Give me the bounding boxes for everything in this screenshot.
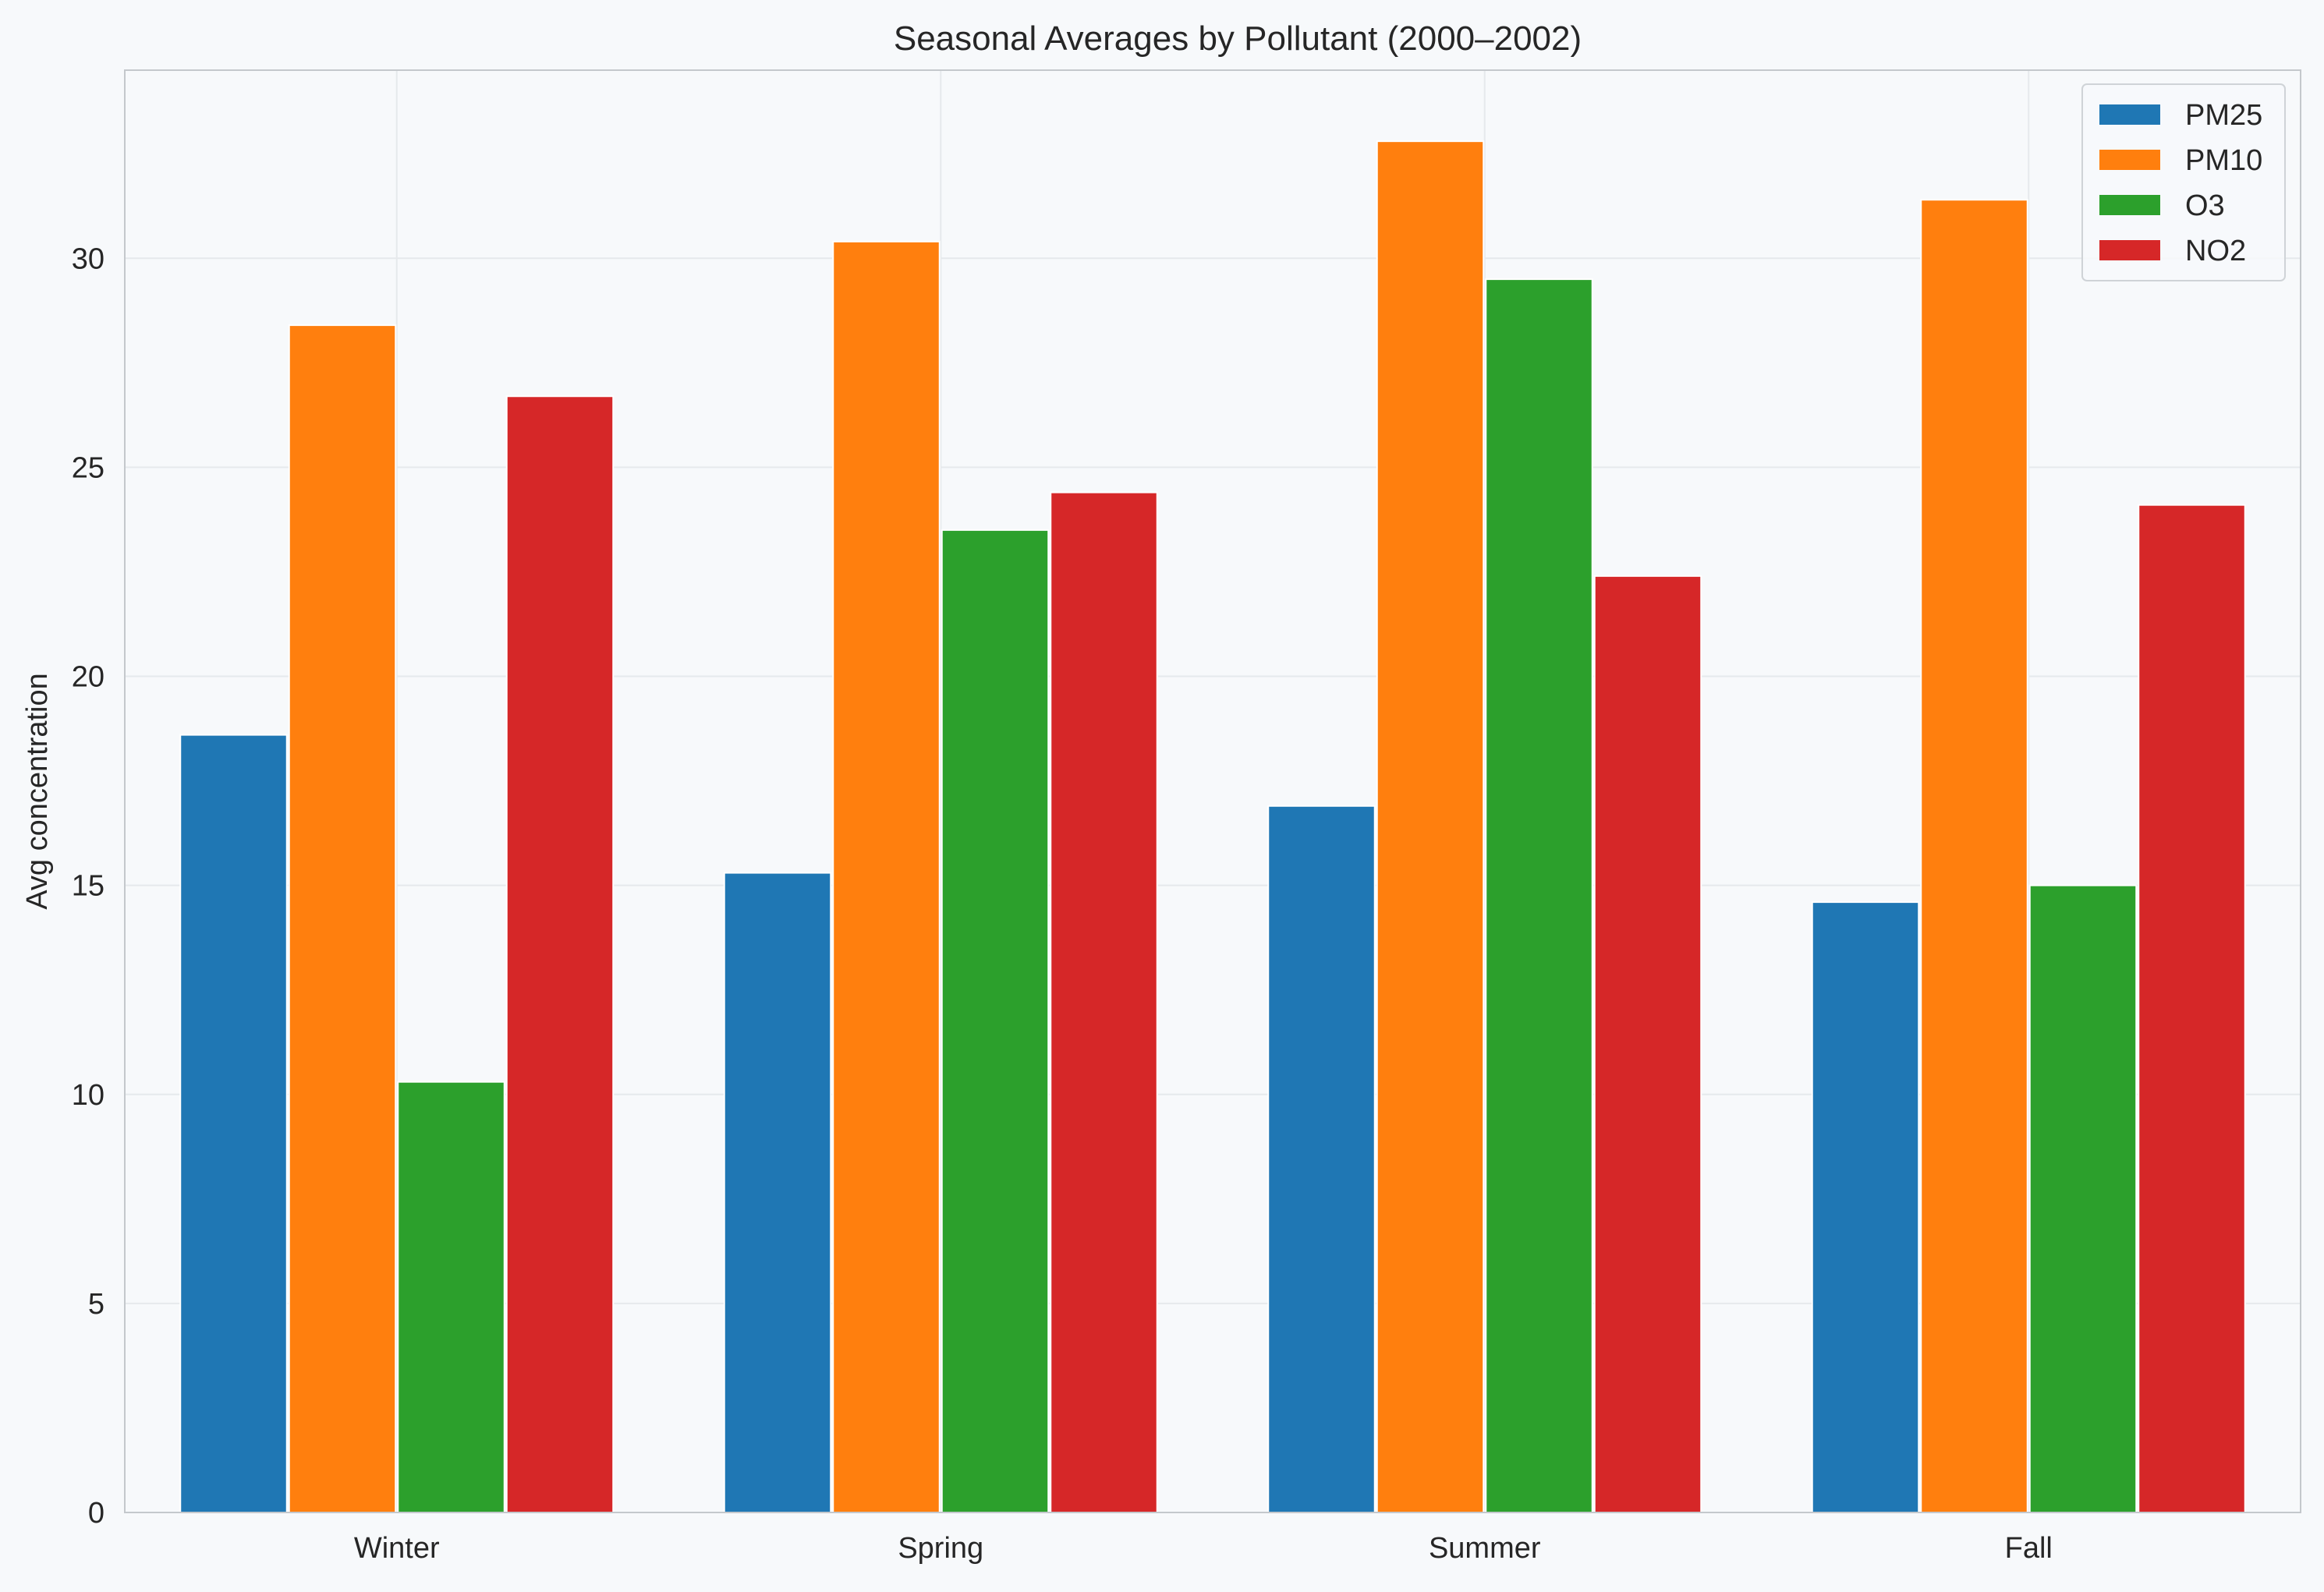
y-tick-label: 20 <box>72 661 105 694</box>
bar-no2-summer <box>1593 575 1702 1513</box>
legend-label-no2: NO2 <box>2185 235 2246 267</box>
legend-label-pm10: PM10 <box>2185 144 2262 177</box>
bar-pm10-winter <box>288 324 397 1513</box>
bar-pm25-summer <box>1267 805 1376 1513</box>
x-tick-label: Fall <box>2005 1532 2053 1565</box>
y-tick-label: 15 <box>72 870 105 903</box>
x-axis-ticks: Winter Spring Summer Fall <box>354 1532 2053 1565</box>
bar-no2-winter <box>505 395 615 1513</box>
bar-pm25-winter <box>179 734 288 1513</box>
bar-pm25-spring <box>723 872 832 1513</box>
grid-lines <box>125 70 2301 1512</box>
bar-no2-fall <box>2138 504 2246 1513</box>
y-tick-label: 30 <box>72 242 105 275</box>
y-tick-label: 5 <box>88 1288 105 1321</box>
y-axis-label: Avg concentration <box>21 673 54 910</box>
plot-frame <box>124 69 2301 1513</box>
y-tick-label: 0 <box>88 1497 105 1530</box>
bar-pm25-fall <box>1811 901 1920 1513</box>
bar-no2-spring <box>1050 491 1158 1513</box>
bar-pm10-spring <box>832 240 941 1513</box>
legend: PM25 PM10 O3 NO2 <box>2081 83 2286 281</box>
chart-title: Seasonal Averages by Pollutant (2000–200… <box>894 19 1582 58</box>
legend-swatch-no2 <box>2099 240 2160 260</box>
legend-box <box>2081 83 2286 281</box>
y-tick-label: 10 <box>72 1079 105 1112</box>
legend-swatch-o3 <box>2099 195 2160 215</box>
x-tick-label: Spring <box>898 1532 983 1565</box>
x-tick-label: Winter <box>354 1532 440 1565</box>
bar-pm10-summer <box>1376 140 1485 1513</box>
bar-o3-winter <box>397 1081 505 1513</box>
legend-label-pm25: PM25 <box>2185 99 2262 132</box>
bar-o3-summer <box>1485 278 1593 1513</box>
x-tick-label: Summer <box>1429 1532 1541 1565</box>
bar-o3-fall <box>2028 884 2138 1514</box>
bars <box>179 140 2246 1514</box>
legend-swatch-pm10 <box>2099 150 2160 170</box>
bar-o3-spring <box>941 529 1050 1513</box>
legend-label-o3: O3 <box>2185 189 2225 222</box>
y-tick-label: 25 <box>72 451 105 484</box>
bar-pm10-fall <box>1920 199 2028 1513</box>
legend-swatch-pm25 <box>2099 104 2160 125</box>
y-axis-ticks: 0 5 10 15 20 25 30 <box>72 242 105 1530</box>
